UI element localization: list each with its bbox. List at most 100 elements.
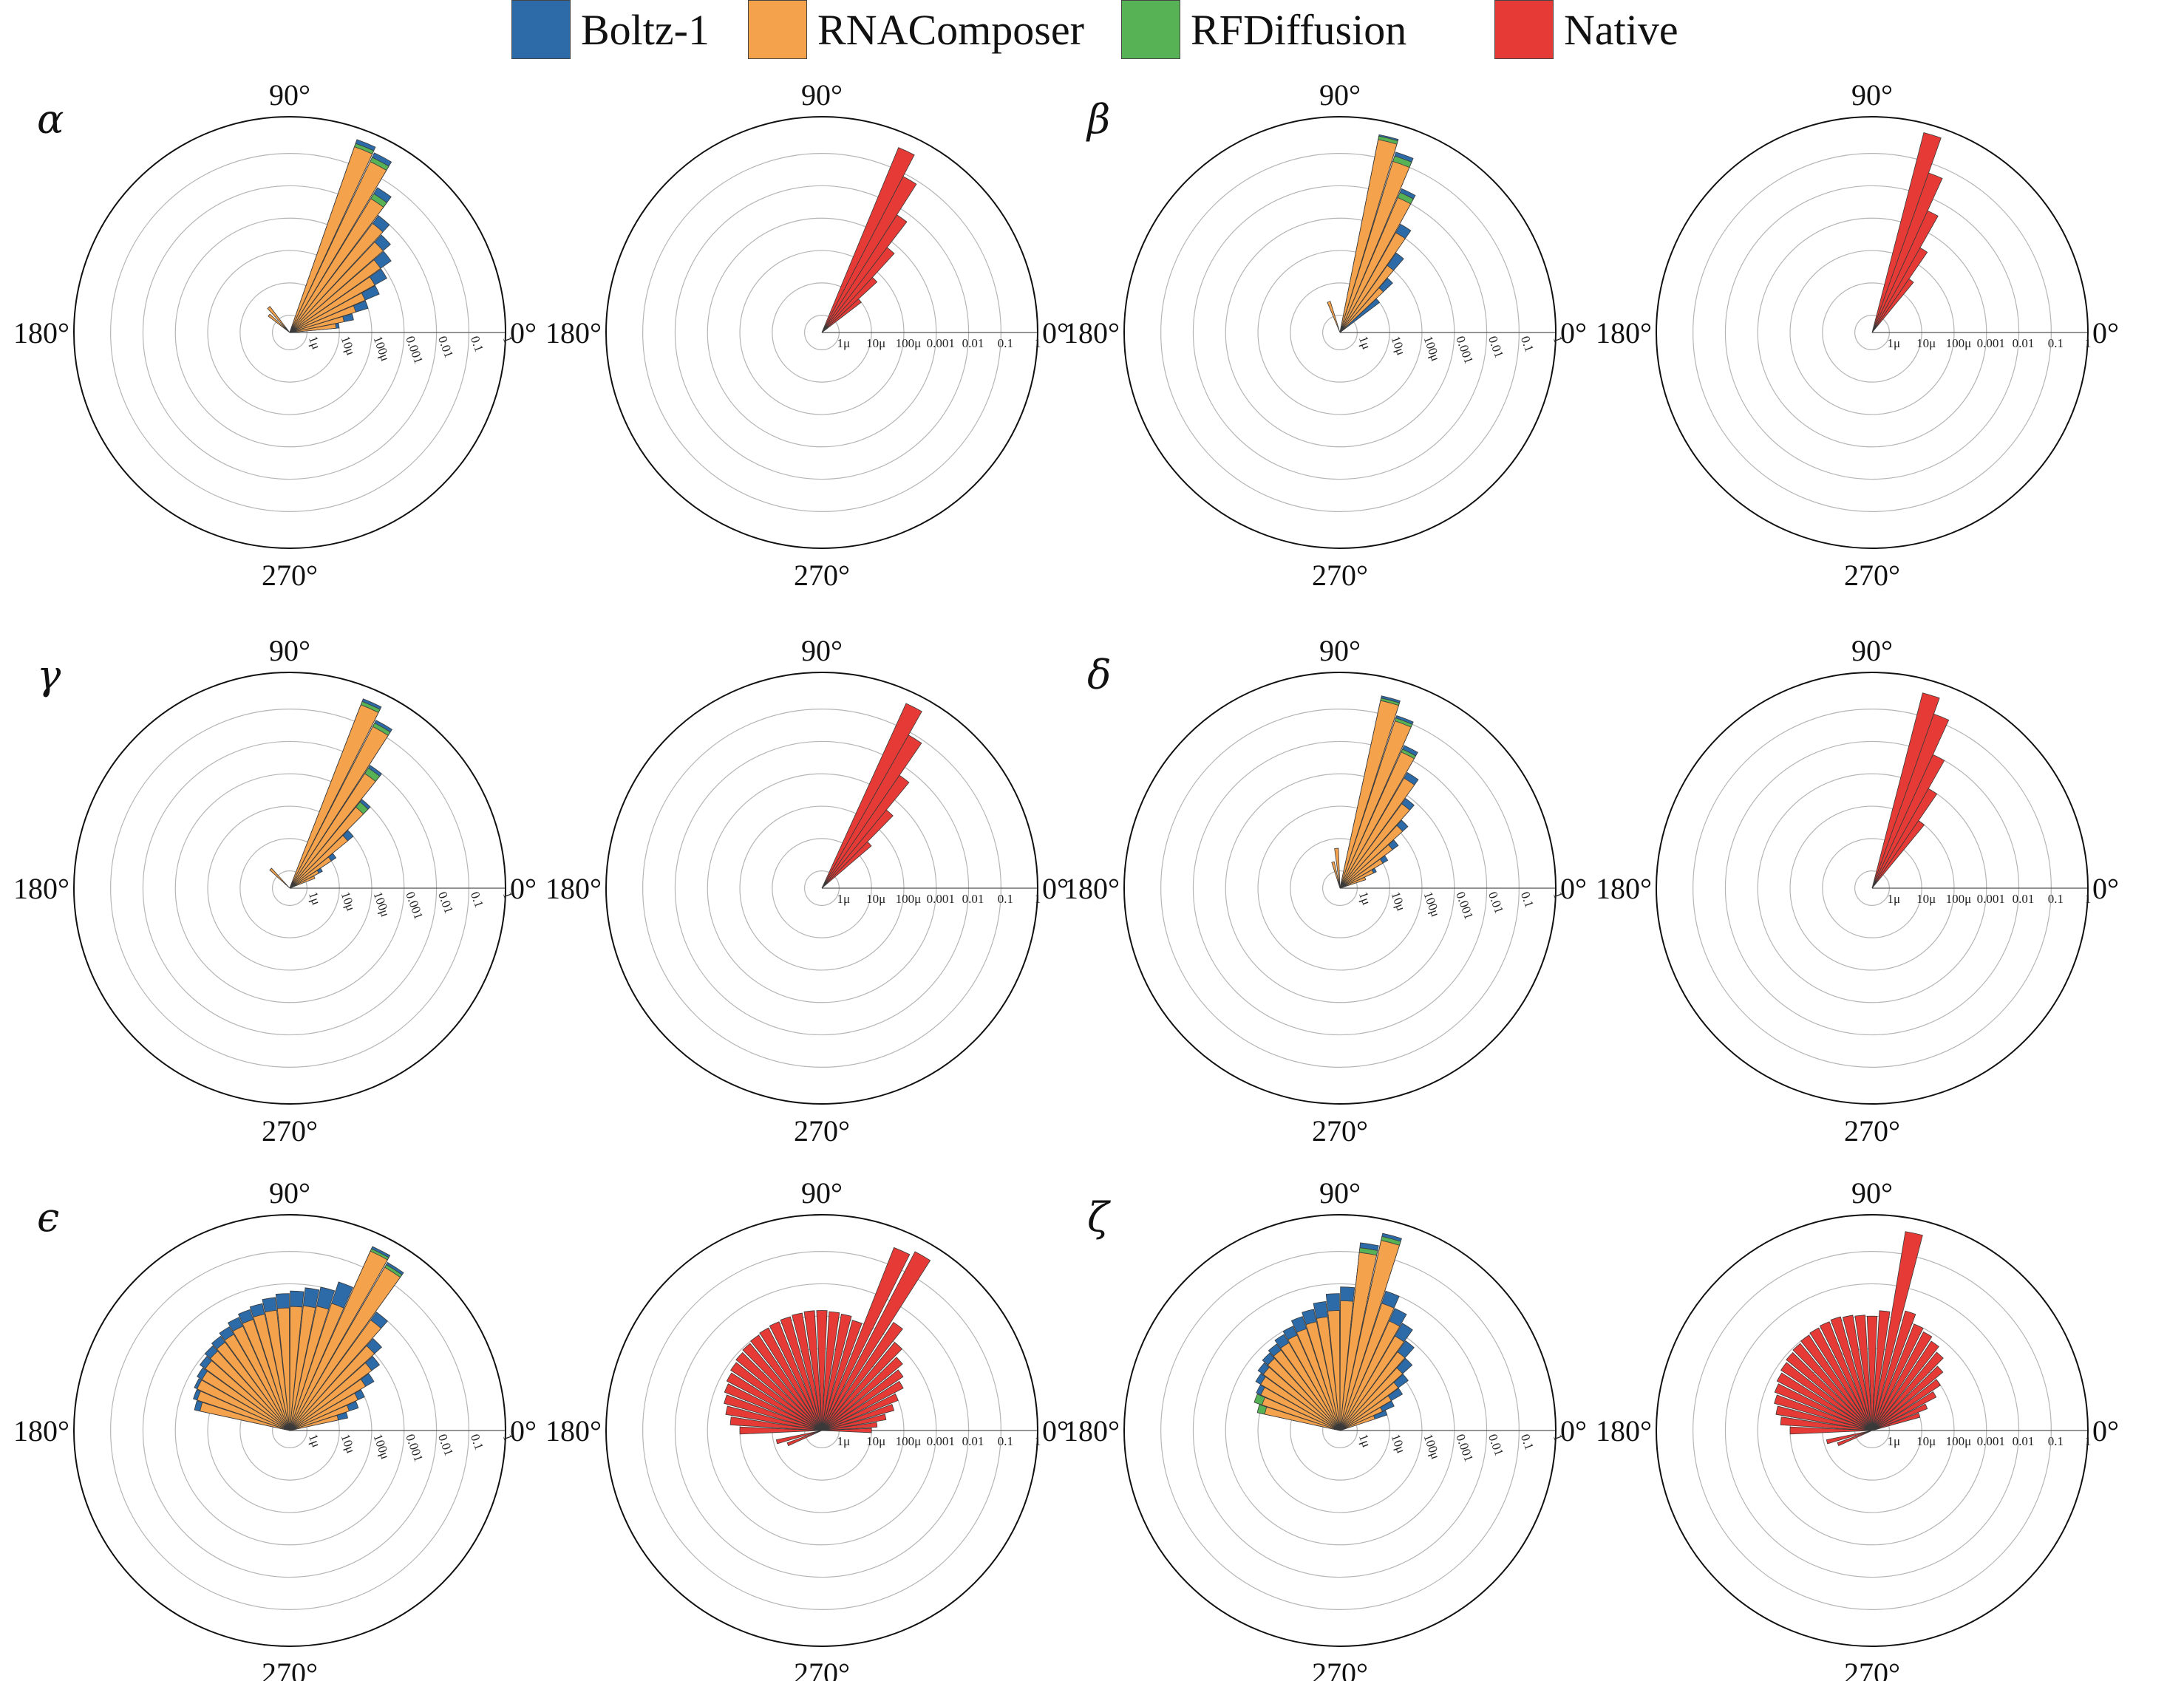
bar-native: [1871, 1231, 1923, 1431]
radial-tick-label: 10μ: [1916, 892, 1936, 906]
bar-rnacomposer: [1334, 848, 1341, 889]
bar-native: [1871, 247, 1928, 333]
bar-rnacomposer: [1305, 1321, 1341, 1431]
bar-native: [816, 1310, 828, 1431]
radial-tick-label: 0.01: [2013, 892, 2035, 906]
bar-native: [1871, 1379, 1942, 1431]
radial-tick-label: 100μ: [370, 1432, 392, 1461]
polar-axes-1-models: 1μ 10μ 100μ 0.001 0.01 0.1 190°180° 0°270°: [1064, 78, 1587, 592]
bar-rnacomposer: [1287, 1334, 1341, 1431]
legend-label: RFDiffusion: [1191, 5, 1407, 54]
bar-rnacomposer: [201, 1371, 290, 1431]
angle-label: 90°: [269, 78, 310, 112]
bar-native: [821, 247, 895, 333]
radial-tick-label: 0.01: [962, 892, 984, 906]
radial-tick-label: 0.1: [2048, 892, 2064, 906]
polar-axes-2-models: 1μ 10μ 100μ 0.001 0.01 0.1 190°180° 0°270°: [13, 634, 537, 1148]
bar-rnacomposer: [1339, 777, 1415, 889]
bar-rnacomposer: [1339, 232, 1406, 333]
angle-label: 90°: [801, 634, 843, 667]
bar-rnacomposer: [253, 1314, 290, 1431]
bar-rnacomposer: [1262, 1397, 1341, 1431]
bar-native: [821, 147, 915, 333]
bar-native: [725, 1405, 823, 1431]
bar-rnacomposer: [289, 276, 375, 333]
angle-label: 0°: [1042, 1414, 1069, 1448]
angle-label: 0°: [510, 1414, 537, 1448]
polar-axes-0-models: 1μ 10μ 100μ 0.001 0.01 0.1 190°180° 0°270°: [13, 78, 537, 592]
bar-rnacomposer: [1331, 861, 1341, 889]
bar-native: [1871, 1331, 1933, 1431]
legend-swatch: [748, 0, 807, 59]
angle-label: 180°: [1596, 1414, 1652, 1448]
angle-label: 90°: [1319, 634, 1361, 667]
radial-tick-label: 0.001: [927, 1434, 955, 1448]
radial-tick-label: 1μ: [837, 336, 851, 350]
bar-native: [724, 1383, 823, 1431]
radial-tick-label: 0.01: [2013, 1434, 2035, 1448]
bar-rnacomposer: [197, 1380, 290, 1431]
bar-native: [1830, 1316, 1873, 1431]
bar-rnacomposer: [1339, 1367, 1404, 1431]
bar-rnacomposer: [205, 1360, 290, 1431]
radial-tick-label: 100μ: [896, 336, 922, 350]
radial-tick-label: 1: [1035, 1434, 1041, 1448]
bar-native: [821, 774, 910, 889]
bar-rnacomposer: [1339, 1351, 1406, 1431]
bar-native: [1871, 1403, 1928, 1431]
angle-label: 90°: [801, 78, 843, 112]
bar-native: [1871, 1310, 1891, 1431]
bar-native: [1871, 172, 1943, 333]
outer-circle: [605, 116, 1038, 549]
bar-native: [759, 1327, 823, 1431]
bar-rnacomposer: [289, 242, 384, 333]
radial-tick-label: 1μ: [306, 890, 324, 907]
legend-item: Native: [1494, 0, 1678, 59]
bar-native: [821, 1251, 931, 1431]
bar-rnacomposer: [289, 875, 316, 889]
bar-rnacomposer: [216, 1342, 290, 1431]
bar-native: [735, 1351, 823, 1431]
bar-rnacomposer: [1296, 1328, 1341, 1431]
radial-tick-label: 0.1: [468, 890, 486, 909]
polar-axes-1-native: 1μ 10μ 100μ 0.001 0.01 0.1 1 90° 180° 0° 270°: [1596, 78, 2119, 592]
bar-native: [821, 276, 878, 333]
outer-circle: [73, 672, 506, 1105]
angle-label: 180°: [545, 316, 602, 350]
bar-native: [769, 1321, 823, 1431]
polar-axes-5-native: 1μ 10μ 100μ 0.001 0.01 0.1 1 90° 180° 0° 270°: [1596, 1176, 2119, 1681]
radial-tick-label: 0.001: [927, 892, 955, 906]
angle-label: 90°: [269, 1176, 310, 1210]
bar-rnacomposer: [289, 773, 376, 889]
bar-native: [821, 734, 922, 889]
bar-native: [1780, 1416, 1873, 1431]
legend: Boltz-1 RNAComposer RFDiffusion Native: [0, 0, 2184, 67]
radial-tick-label: 1: [1035, 892, 1041, 906]
bar-native: [1871, 1365, 1944, 1431]
bar-rnacomposer: [289, 1306, 330, 1431]
bar-rnacomposer: [1339, 1395, 1392, 1431]
radial-tick-label: 1: [2085, 1434, 2092, 1448]
bar-native: [724, 1394, 823, 1431]
bar-rnacomposer: [1339, 287, 1384, 333]
legend-swatch: [1121, 0, 1180, 59]
polar-axes-4-models: 1μ 10μ 100μ 0.001 0.01 0.1 190°180° 0°270°: [13, 1176, 537, 1681]
bar-native: [1871, 1351, 1944, 1431]
polar-axes-3-native: 1μ 10μ 100μ 0.001 0.01 0.1 1 90° 180° 0° 270°: [1596, 634, 2119, 1148]
bar-rnacomposer: [1339, 751, 1415, 889]
angle-label: 0°: [510, 872, 537, 905]
bar-rnacomposer: [224, 1334, 290, 1431]
bar-rnacomposer: [289, 1362, 372, 1431]
radial-tick-label: 10μ: [866, 892, 885, 906]
angle-label: 0°: [1560, 872, 1587, 905]
bar-native: [821, 1404, 895, 1431]
outer-circle: [605, 672, 1038, 1105]
bar-rnacomposer: [289, 146, 373, 333]
bar-native: [1871, 788, 1938, 889]
radial-tick-label: 0.01: [1486, 1432, 1506, 1457]
radial-tick-label: 0.01: [1486, 890, 1506, 915]
bar-native: [1842, 1315, 1873, 1431]
bar-native: [1775, 1405, 1873, 1431]
radial-tick-label: 1: [1035, 336, 1041, 350]
